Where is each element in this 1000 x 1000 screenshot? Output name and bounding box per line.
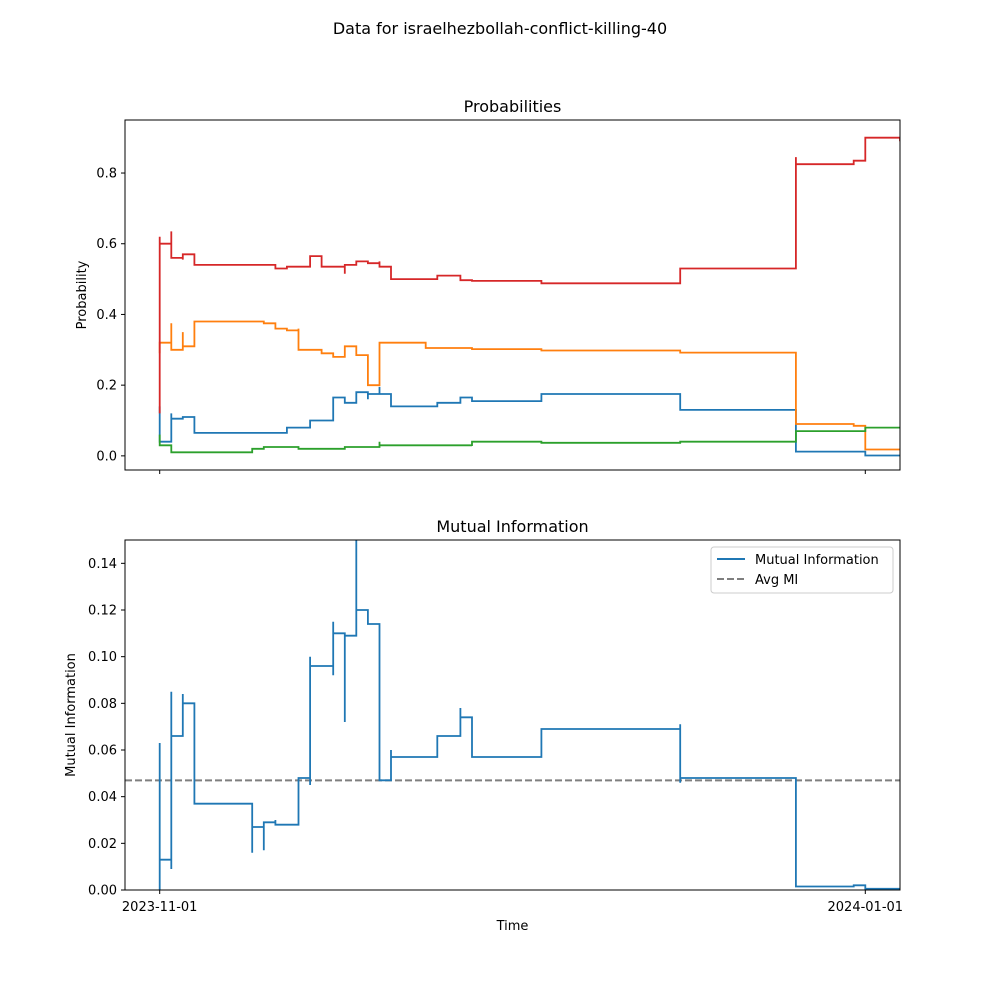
- mutual-information-y-axis-label: Mutual Information: [64, 653, 79, 777]
- probabilities-axes-frame: [124, 119, 901, 471]
- mutual-information-title: Mutual Information: [436, 517, 588, 536]
- mutual-information-y-tick-label: 0.08: [88, 697, 117, 712]
- probabilities-series-line-1: [158, 320, 900, 451]
- legend-box: [710, 546, 894, 594]
- probabilities-y-tick-label: 0.0: [96, 449, 117, 464]
- mutual-information-x-axis-label: Time: [496, 919, 529, 934]
- mutual-information-y-tick-label: 0.12: [88, 604, 117, 619]
- mutual-information-panel: Mutual Information 0.000.020.040.060.080…: [64, 517, 903, 934]
- mutual-information-y-tick-label: 0.02: [88, 837, 117, 852]
- mutual-information-y-ticks: 0.00 0.02 0.04 0.06 0.08 0.10 0.12 0.14: [88, 557, 125, 899]
- legend: Mutual Information Avg MI: [710, 546, 894, 594]
- probabilities-panel: Probabilities 0.0 0.2 0.4 0.6 0.8 Probabilit…: [75, 97, 901, 474]
- mutual-information-x-tick-label: 2024-01-01: [828, 900, 904, 915]
- probabilities-y-tick-label: 0.4: [96, 308, 117, 323]
- probabilities-y-tick-label: 0.6: [96, 237, 117, 252]
- probabilities-y-axis-label: Probability: [75, 260, 90, 329]
- mutual-information-x-ticks: 2023-11-01 2024-01-01: [122, 890, 903, 915]
- mutual-information-y-tick-label: 0.10: [88, 650, 117, 665]
- mutual-information-axes-frame: [124, 539, 901, 891]
- mutual-information-series-line-0: [158, 540, 900, 890]
- mutual-information-y-tick-label: 0.06: [88, 744, 117, 759]
- probabilities-series-group: [158, 136, 900, 457]
- mutual-information-x-tick-label: 2023-11-01: [122, 900, 198, 915]
- probabilities-y-tick-label: 0.2: [96, 379, 117, 394]
- probabilities-series-line-3: [158, 136, 900, 414]
- mutual-information-y-tick-label: 0.00: [88, 884, 117, 899]
- probabilities-series-line-2: [158, 426, 900, 454]
- legend-label-avg-mi: Avg MI: [755, 573, 798, 588]
- probabilities-series-line-0: [158, 386, 900, 457]
- probabilities-y-ticks: 0.0 0.2 0.4 0.6 0.8: [96, 167, 125, 464]
- mutual-information-y-tick-label: 0.14: [88, 557, 117, 572]
- probabilities-y-tick-label: 0.8: [96, 167, 117, 182]
- mutual-information-series-group: [158, 540, 900, 890]
- mutual-information-y-tick-label: 0.04: [88, 790, 117, 805]
- probabilities-title: Probabilities: [464, 97, 562, 116]
- figure-suptitle: Data for israelhezbollah-conflict-killin…: [333, 19, 667, 38]
- probabilities-x-ticks: [159, 470, 866, 474]
- legend-label-mutual-information: Mutual Information: [755, 553, 879, 568]
